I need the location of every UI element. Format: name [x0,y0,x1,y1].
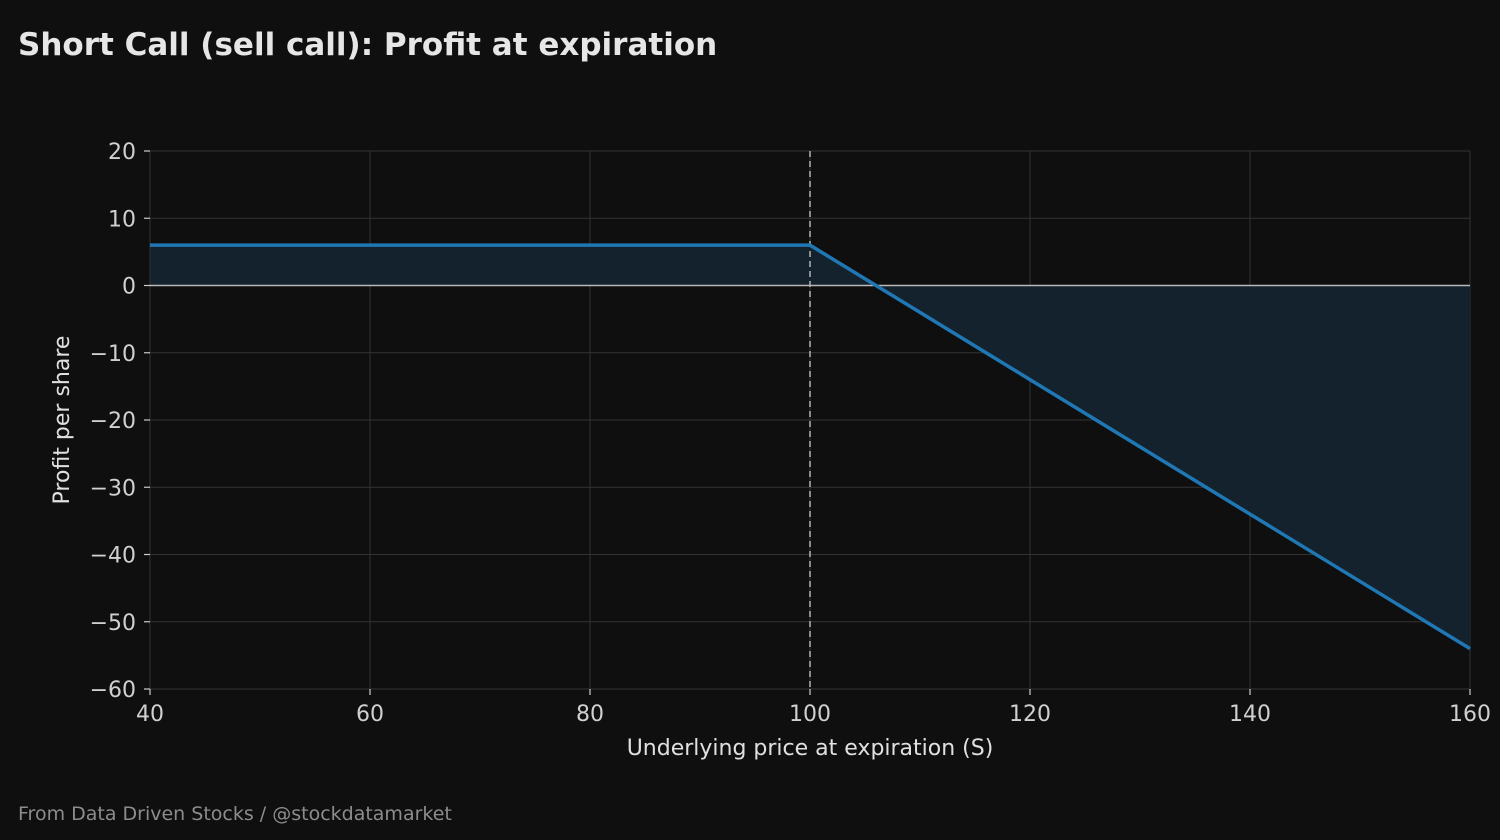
y-tick-label: −60 [90,678,136,703]
y-tick-label: −40 [90,544,136,569]
profit-area-fill [150,245,1470,649]
y-tick-label: 20 [108,140,136,165]
x-tick-label: 100 [789,702,831,727]
y-tick-label: −30 [90,476,136,501]
y-tick-label: −10 [90,342,136,367]
x-tick-label: 120 [1009,702,1051,727]
x-tick-label: 60 [356,702,384,727]
footer-credit: From Data Driven Stocks / @stockdatamark… [18,803,452,825]
chart-title: Short Call (sell call): Profit at expira… [18,27,718,63]
plot-area: 40 60 80 100 120 140 16020100−10−20−30−40−50−6… [90,140,1491,727]
y-tick-label: −20 [90,409,136,434]
x-tick-label: 140 [1229,702,1271,727]
y-axis-label: Profit per share [50,336,75,505]
x-axis-label: Underlying price at expiration (S) [627,736,994,761]
y-tick-label: −50 [90,611,136,636]
y-tick-label: 0 [122,275,136,300]
profit-line [150,243,1471,651]
x-tick-label: 160 [1449,702,1491,727]
y-tick-label: 10 [108,207,136,232]
x-tick-label: 40 [136,702,164,727]
x-tick-label: 80 [576,702,604,727]
